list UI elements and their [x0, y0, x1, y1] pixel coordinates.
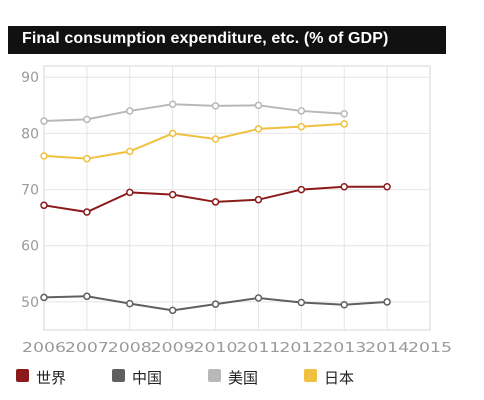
- legend-label-world: 世界: [36, 369, 67, 387]
- data-point-2: [168, 100, 177, 108]
- data-point-1: [40, 293, 48, 302]
- data-point-1: [211, 300, 220, 308]
- data-point-1: [297, 298, 306, 307]
- data-point-1: [126, 299, 134, 308]
- data-point-1: [383, 298, 391, 306]
- x-tick-label: 2010: [194, 341, 238, 356]
- data-point-3: [168, 129, 177, 138]
- x-tick-label: 2015: [408, 341, 452, 356]
- data-point-0: [340, 183, 348, 191]
- data-point-3: [297, 122, 306, 131]
- x-tick-label: 2013: [322, 341, 366, 356]
- data-point-2: [83, 115, 91, 124]
- data-point-3: [254, 125, 263, 133]
- legend-swatch-china: [112, 369, 125, 382]
- data-point-1: [254, 294, 263, 302]
- y-tick-label: 80: [21, 126, 39, 142]
- x-tick-label: 2011: [236, 341, 280, 356]
- data-point-1: [168, 306, 177, 315]
- legend-swatch-usa: [208, 369, 221, 382]
- data-point-2: [340, 109, 348, 118]
- data-point-0: [126, 188, 134, 197]
- data-point-1: [340, 300, 348, 309]
- x-tick-label: 2008: [108, 341, 152, 356]
- data-point-2: [40, 117, 48, 125]
- data-point-0: [168, 190, 177, 199]
- data-point-0: [40, 201, 48, 210]
- x-tick-label: 2012: [279, 341, 323, 356]
- chart-title: Final consumption expenditure, etc. (% o…: [22, 30, 389, 47]
- x-tick-label: 2006: [22, 341, 66, 356]
- y-tick-label: 90: [21, 70, 39, 86]
- title-bar: [8, 26, 446, 54]
- x-tick-label: 2007: [65, 341, 109, 356]
- data-point-0: [297, 185, 306, 194]
- data-point-3: [83, 154, 91, 163]
- data-point-3: [211, 135, 220, 143]
- data-point-2: [126, 107, 134, 115]
- data-point-0: [254, 195, 263, 204]
- legend-label-usa: 美国: [228, 369, 259, 387]
- data-point-2: [297, 107, 306, 115]
- plot-area: [43, 65, 431, 331]
- data-point-3: [340, 120, 348, 128]
- legend-label-china: 中国: [132, 369, 163, 387]
- data-point-3: [40, 152, 48, 160]
- data-point-3: [126, 147, 134, 156]
- y-tick-label: 60: [21, 239, 39, 255]
- data-point-2: [211, 102, 220, 110]
- y-tick-label: 50: [21, 295, 39, 311]
- legend-swatch-japan: [304, 369, 317, 382]
- legend-swatch-world: [16, 369, 29, 382]
- x-tick-label: 2009: [151, 341, 195, 356]
- data-point-0: [383, 183, 391, 191]
- series-line-2: [43, 103, 345, 123]
- data-point-1: [83, 292, 91, 301]
- data-point-0: [83, 208, 91, 216]
- legend-label-japan: 日本: [324, 369, 355, 387]
- series-line-3: [43, 122, 345, 160]
- y-tick-label: 70: [21, 183, 39, 199]
- x-tick-label: 2014: [365, 341, 409, 356]
- data-point-2: [254, 101, 263, 110]
- data-point-0: [211, 198, 220, 206]
